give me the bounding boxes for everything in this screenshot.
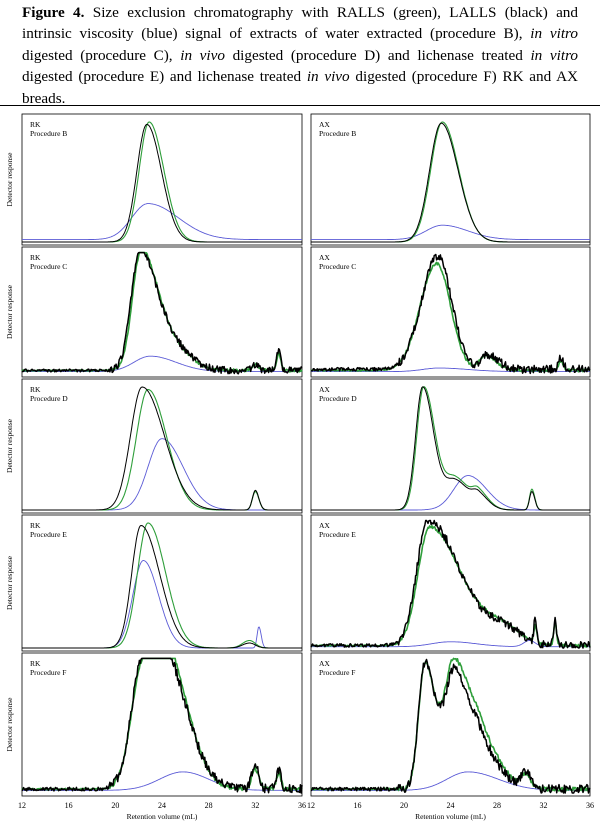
caption-segment: digested (procedure F) RK and AX breads. [22, 68, 579, 107]
panel-procedure-label: Procedure D [30, 394, 68, 403]
x-tick-label: 20 [400, 801, 408, 810]
x-tick-label: 12 [307, 801, 315, 810]
panel-sample-label: AX [319, 659, 330, 668]
figure-label: Figure 4. [22, 4, 85, 21]
lalls-series-line [22, 525, 302, 649]
y-axis-label: Detector response [5, 555, 14, 610]
panel-sample-label: RK [30, 659, 41, 668]
x-tick-label: 16 [354, 801, 362, 810]
x-axis-label: Retention volume (mL) [415, 812, 486, 821]
x-tick-label: 36 [298, 801, 306, 810]
x-tick-label: 28 [493, 801, 501, 810]
x-axis-label: Retention volume (mL) [127, 812, 198, 821]
x-tick-label: 32 [251, 801, 259, 810]
y-axis-label: Detector response [5, 697, 14, 752]
panel-sample-label: RK [30, 521, 41, 530]
panel-frame [21, 652, 303, 797]
lalls-series-line [310, 253, 591, 375]
panel-procedure-label: Procedure C [30, 262, 67, 271]
panel-sample-label: RK [30, 120, 41, 129]
panel-procedure-label: Procedure E [30, 530, 67, 539]
chromatogram-figure: RK Procedure B Detector response AX Procedur… [0, 110, 600, 824]
x-tick-label: 32 [540, 801, 548, 810]
viscosity-series-line [22, 203, 302, 241]
panel-procedure-label: Procedure F [30, 668, 66, 677]
caption-italic-term: in vitro [530, 46, 579, 64]
caption-segment: digested (procedure C), [22, 46, 181, 64]
lalls-series-line [310, 658, 591, 794]
lalls-series-line [311, 122, 590, 243]
panel-frame [21, 246, 303, 378]
lalls-series-line [21, 251, 303, 375]
lalls-series-line [311, 386, 590, 511]
panel-sample-label: AX [319, 120, 330, 129]
y-axis-label: Detector response [5, 152, 14, 207]
lalls-series-line [22, 123, 302, 243]
panel-frame [310, 652, 591, 797]
panel-frame [21, 514, 303, 652]
panel-sample-label: AX [319, 385, 330, 394]
caption-italic-term: in vivo [306, 68, 350, 86]
viscosity-series-line [311, 224, 590, 241]
lalls-series-line [21, 657, 303, 794]
caption-italic-term: in vivo [180, 46, 225, 64]
x-tick-label: 36 [586, 801, 594, 810]
x-tick-label: 20 [111, 801, 119, 810]
x-tick-label: 24 [447, 801, 455, 810]
panel-sample-label: RK [30, 253, 41, 262]
panel-sample-label: AX [319, 521, 330, 530]
x-tick-label: 28 [205, 801, 213, 810]
panel-sample-label: RK [30, 385, 41, 394]
viscosity-series-line [22, 355, 302, 373]
lalls-series-line [22, 386, 302, 511]
y-axis-label: Detector response [5, 284, 14, 339]
panel-procedure-label: Procedure E [319, 530, 356, 539]
caption-divider [0, 105, 600, 106]
panel-frame [310, 378, 591, 514]
panel-frame [310, 246, 591, 378]
x-tick-label: 24 [158, 801, 166, 810]
lalls-series-line [310, 519, 591, 649]
panel-sample-label: AX [319, 253, 330, 262]
panel-frame [310, 514, 591, 652]
y-axis-label: Detector response [5, 418, 14, 473]
panel-procedure-label: Procedure F [319, 668, 355, 677]
panel-procedure-label: Procedure C [319, 262, 356, 271]
panel-procedure-label: Procedure B [319, 129, 356, 138]
caption-segment: digested (procedure D) and lichenase tre… [224, 46, 531, 64]
panel-procedure-label: Procedure B [30, 129, 67, 138]
caption-italic-term: in vitro [530, 25, 578, 43]
figure-caption: Figure 4. Size exclusion chromatography … [22, 2, 578, 109]
panel-procedure-label: Procedure D [319, 394, 357, 403]
panel-frame [21, 113, 303, 246]
x-tick-label: 16 [65, 801, 73, 810]
x-tick-label: 12 [18, 801, 26, 810]
caption-segment: Size exclusion chromatography with RALLS… [22, 4, 578, 43]
caption-segment: digested (procedure E) and lichenase tre… [22, 68, 307, 86]
caption-text: Size exclusion chromatography with RALLS… [22, 4, 578, 107]
